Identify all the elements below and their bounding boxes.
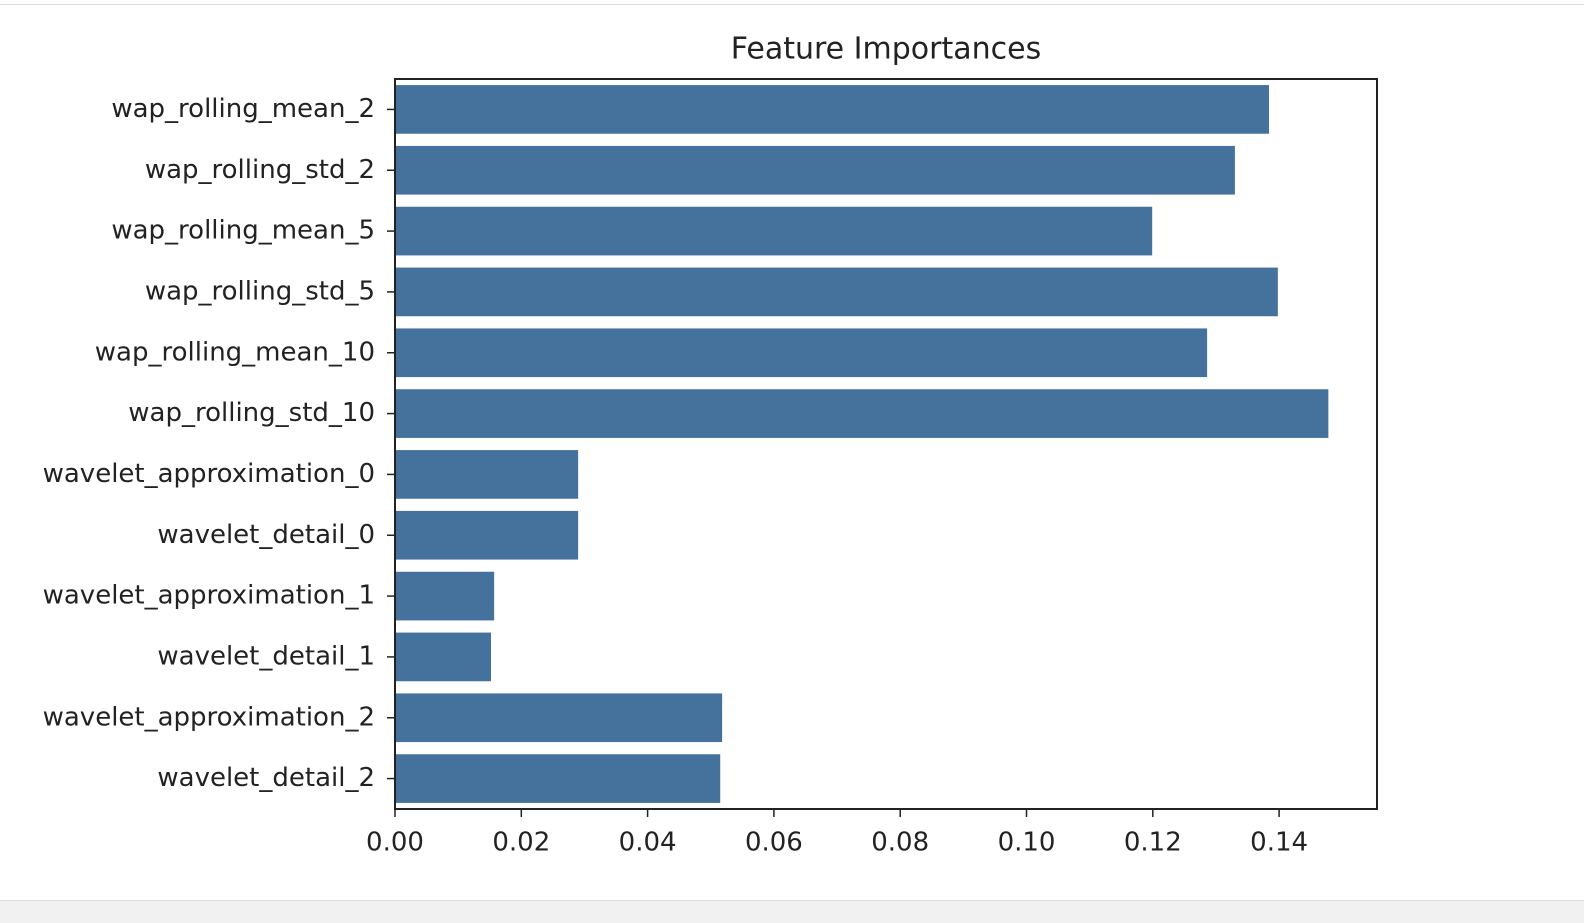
bar [395,693,723,743]
y-tick-label: wavelet_approximation_1 [43,581,375,611]
cell-border [0,0,1584,5]
y-tick-label: wap_rolling_std_2 [145,155,375,185]
y-tick-label: wavelet_approximation_2 [43,702,375,732]
bar [395,85,1270,134]
x-tick-label: 0.04 [619,828,677,858]
plot-frame [394,78,1378,810]
bar [395,632,491,682]
bar [395,571,495,621]
y-tick-label: wap_rolling_std_10 [128,398,375,428]
y-tick-label: wavelet_detail_1 [157,641,375,671]
x-tick-label: 0.00 [366,828,424,858]
y-tick-label: wap_rolling_mean_5 [111,216,375,246]
y-tick-label: wavelet_detail_2 [157,763,375,793]
bar [395,450,579,499]
bar [395,206,1153,256]
x-tick-label: 0.10 [998,828,1056,858]
x-tick-label: 0.06 [745,828,803,858]
y-tick-label: wap_rolling_std_5 [145,276,375,306]
bar [395,389,1329,438]
bar [395,754,721,803]
bar [395,145,1235,195]
x-tick-label: 0.02 [492,828,550,858]
y-tick-label: wavelet_approximation_0 [43,459,375,489]
bar [395,510,579,560]
bar [395,267,1278,317]
y-tick-label: wap_rolling_mean_10 [95,337,375,367]
chart-title: Feature Importances [731,32,1041,67]
bar [395,328,1208,378]
y-tick-label: wavelet_detail_0 [157,520,375,550]
x-tick-label: 0.14 [1250,828,1308,858]
x-tick-label: 0.12 [1124,828,1182,858]
next-cell [0,900,1584,923]
y-tick-label: wap_rolling_mean_2 [111,94,375,124]
x-tick-label: 0.08 [871,828,929,858]
